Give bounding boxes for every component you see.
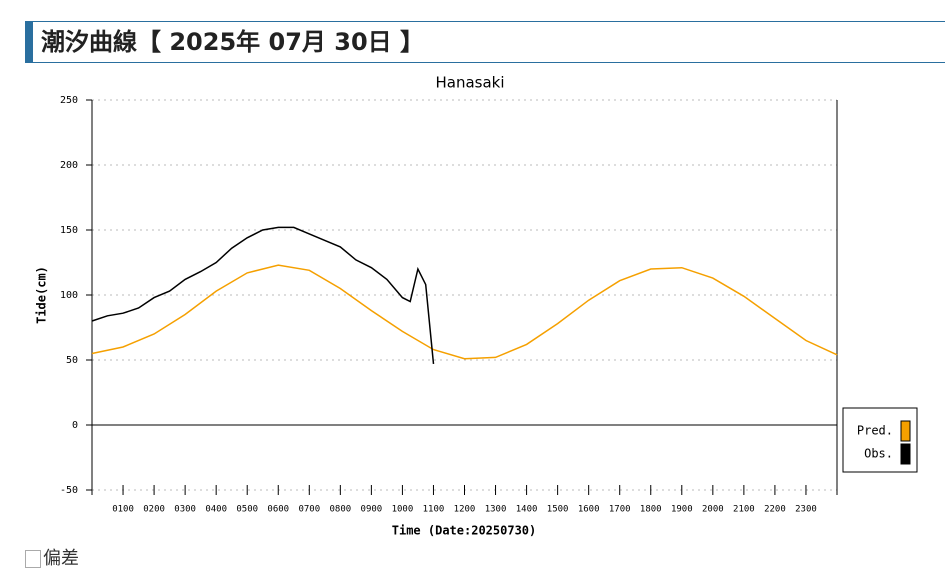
y-tick-label: 50 bbox=[66, 355, 78, 366]
chart-title: Hanasaki bbox=[435, 74, 504, 92]
x-tick-label: 1100 bbox=[423, 505, 445, 515]
y-tick-label: 150 bbox=[60, 225, 78, 236]
x-axis-label: Time (Date:20250730) bbox=[392, 524, 537, 538]
y-tick-label: 200 bbox=[60, 160, 78, 171]
x-tick-label: 2100 bbox=[733, 505, 755, 515]
y-tick-label: 100 bbox=[60, 290, 78, 301]
x-tick-label: 0200 bbox=[143, 505, 165, 515]
x-tick-label: 1400 bbox=[516, 505, 538, 515]
x-tick-label: 1900 bbox=[671, 505, 693, 515]
y-axis-label: Tide(cm) bbox=[35, 266, 49, 324]
x-tick-label: 1700 bbox=[609, 505, 631, 515]
x-tick-label: 0400 bbox=[205, 505, 227, 515]
x-tick-label: 0900 bbox=[361, 505, 383, 515]
series-line bbox=[91, 264, 838, 360]
x-tick-label: 0300 bbox=[174, 505, 196, 515]
x-tick-label: 2300 bbox=[795, 505, 817, 515]
x-tick-label: 2000 bbox=[702, 505, 724, 515]
series-line bbox=[91, 226, 435, 364]
x-tick-label: 0500 bbox=[236, 505, 258, 515]
x-tick-label: 1300 bbox=[485, 505, 507, 515]
x-tick-label: 1600 bbox=[578, 505, 600, 515]
x-tick-label: 1800 bbox=[640, 505, 662, 515]
x-tick-label: 1000 bbox=[392, 505, 414, 515]
y-tick-label: 0 bbox=[72, 420, 78, 431]
broken-image: 偏差 bbox=[25, 544, 79, 570]
x-tick-label: 0100 bbox=[112, 505, 134, 515]
x-tick-label: 0700 bbox=[298, 505, 320, 515]
image-alt: 偏差 bbox=[43, 548, 79, 569]
x-tick-label: 1200 bbox=[454, 505, 476, 515]
y-tick-label: -50 bbox=[60, 485, 78, 496]
x-tick-label: 1500 bbox=[547, 505, 569, 515]
y-tick-label: 250 bbox=[60, 95, 78, 106]
page-header: 潮汐曲線【 2025年 07月 30日 】 bbox=[25, 21, 945, 63]
legend-swatch bbox=[900, 443, 911, 465]
x-tick-label: 2200 bbox=[764, 505, 786, 515]
x-tick-label: 0800 bbox=[329, 505, 351, 515]
legend-label: Pred. bbox=[857, 424, 893, 438]
chart: Hanasaki Tide(cm) Time (Date:20250730) -… bbox=[35, 74, 918, 538]
x-tick-label: 0600 bbox=[267, 505, 289, 515]
legend-swatch bbox=[900, 420, 911, 442]
legend-label: Obs. bbox=[864, 447, 893, 461]
